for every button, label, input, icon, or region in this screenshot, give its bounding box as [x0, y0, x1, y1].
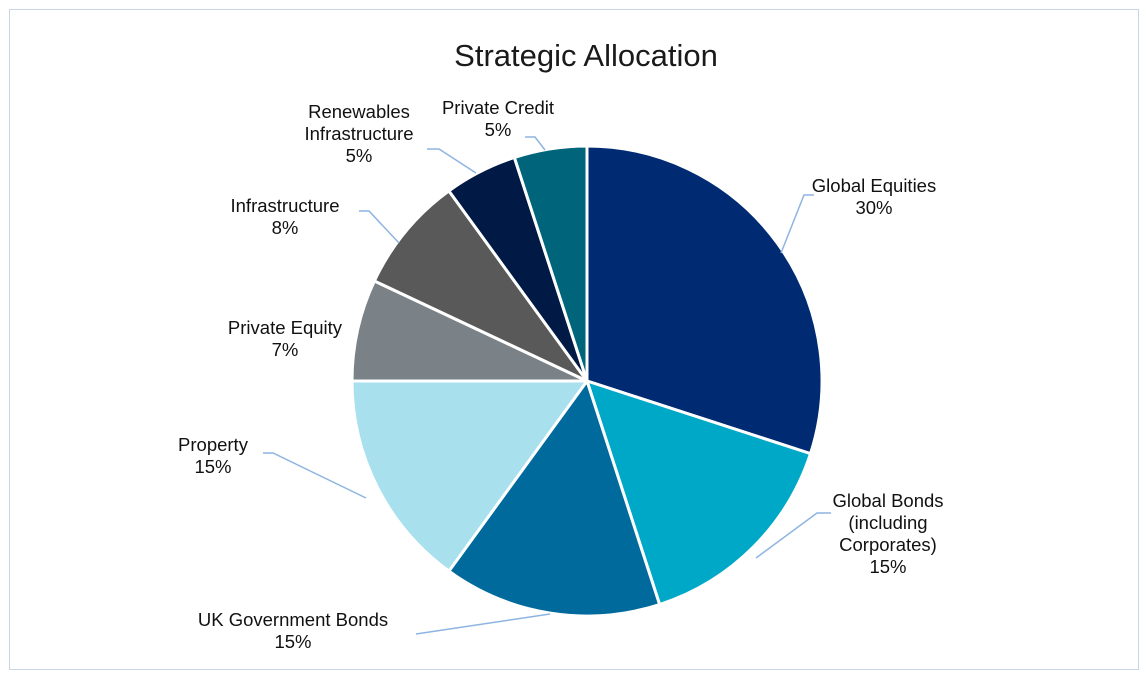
- slice-percent: 15%: [274, 631, 311, 652]
- slice-name-line: Private Credit: [442, 97, 554, 118]
- slice-name-line: Global Equities: [812, 175, 936, 196]
- slice-name-line: Property: [178, 434, 249, 455]
- slice-percent: 5%: [346, 145, 373, 166]
- slice-name-line: Renewables: [308, 101, 410, 122]
- pie-slice-global-equities: [585, 144, 824, 456]
- slice-label-property: Property 15%: [178, 434, 249, 477]
- labels-layer: Global Equities 30% Global Bonds (including…: [178, 97, 944, 652]
- slice-name-line: Global Bonds: [832, 490, 943, 511]
- chart-title: Strategic Allocation: [454, 38, 718, 73]
- slice-label-renewables-infrastructure: Renewables Infrastructure 5%: [305, 101, 414, 166]
- slice-percent: 7%: [272, 339, 299, 360]
- leader-lines-layer: [263, 136, 831, 635]
- leader-line-global-bonds-including-corporates: [755, 512, 831, 559]
- slice-label-infrastructure: Infrastructure 8%: [231, 195, 340, 238]
- slice-name-line: Infrastructure: [305, 123, 414, 144]
- leader-line-renewables-infrastructure: [427, 148, 477, 174]
- slice-percent: 5%: [485, 119, 512, 140]
- leader-line-uk-government-bonds: [415, 613, 551, 635]
- pie-slice-private-equity: [350, 279, 589, 383]
- slices-layer: [350, 144, 824, 618]
- pie-slice-uk-government-bonds: [447, 379, 662, 618]
- slice-percent: 30%: [855, 197, 892, 218]
- leader-line-private-credit: [525, 136, 546, 151]
- chart-frame: Strategic Allocation Global Equities 30% G…: [9, 9, 1139, 670]
- leader-line-infrastructure: [359, 210, 400, 244]
- pie-slice-property: [350, 379, 589, 573]
- slice-name-line: UK Government Bonds: [198, 609, 388, 630]
- slice-name-line: Infrastructure: [231, 195, 340, 216]
- slice-label-global-bonds-including-corporates: Global Bonds (including Corporates) 15%: [832, 490, 943, 577]
- slice-percent: 8%: [272, 217, 299, 238]
- slice-label-private-credit: Private Credit 5%: [442, 97, 554, 140]
- pie-slice-private-credit: [512, 144, 589, 383]
- leader-line-global-equities: [780, 194, 814, 254]
- slice-name-line: (including: [848, 512, 927, 533]
- leader-line-property: [263, 452, 367, 499]
- slice-label-private-equity: Private Equity 7%: [228, 317, 343, 360]
- slice-label-global-equities: Global Equities 30%: [812, 175, 936, 218]
- slice-percent: 15%: [869, 556, 906, 577]
- pie-chart: Strategic Allocation Global Equities 30%G…: [178, 38, 944, 652]
- slice-percent: 15%: [194, 456, 231, 477]
- slice-name-line: Private Equity: [228, 317, 343, 338]
- slice-name-line: Corporates): [839, 534, 937, 555]
- pie-slice-infrastructure: [372, 189, 589, 383]
- slice-label-uk-government-bonds: UK Government Bonds 15%: [198, 609, 388, 652]
